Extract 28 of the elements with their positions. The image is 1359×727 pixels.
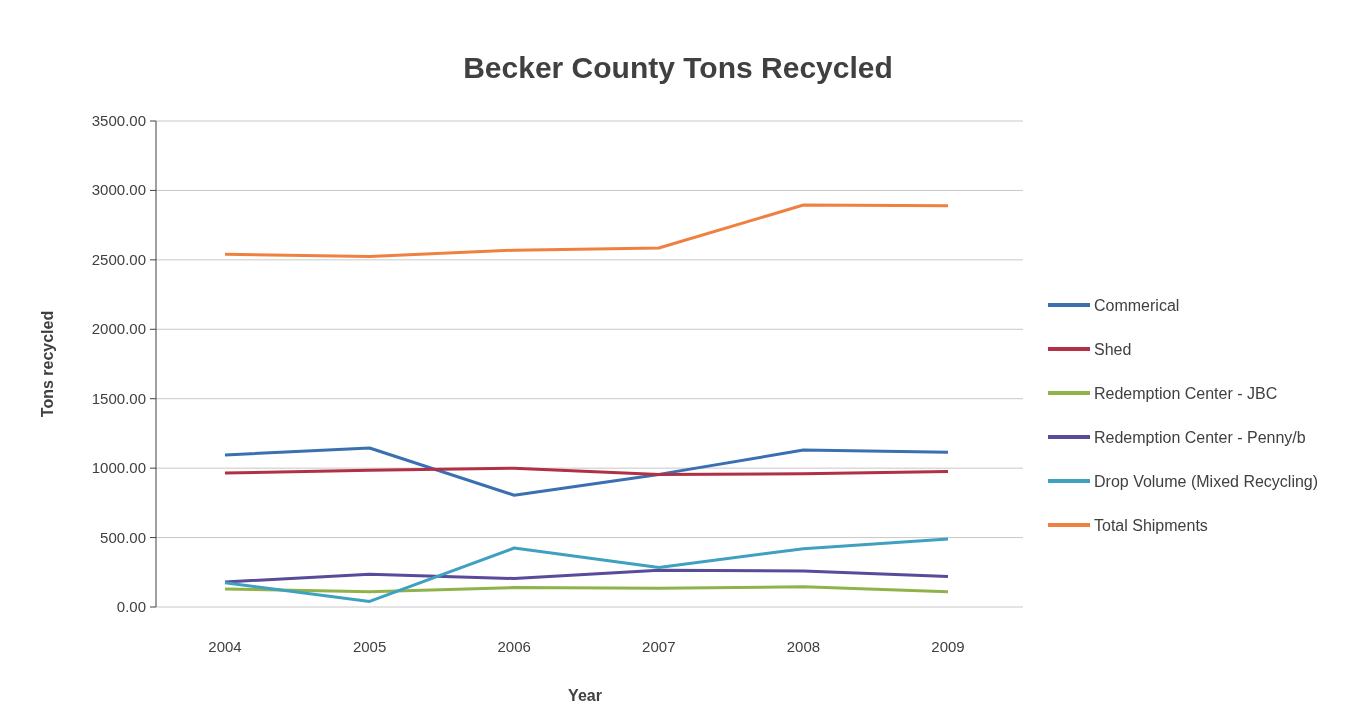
y-tick-label: 0.00: [116, 598, 146, 615]
y-tick-label: 2500.00: [91, 250, 146, 268]
legend-label: Redemption Center - Penny/b: [1094, 429, 1306, 446]
legend-label: Redemption Center - JBC: [1094, 385, 1278, 402]
x-axis-title: Year: [568, 687, 602, 704]
legend-label: Total Shipments: [1094, 517, 1208, 534]
x-tick-label: 2009: [931, 638, 965, 655]
y-tick-label: 1500.00: [91, 389, 146, 407]
y-tick-label: 3000.00: [91, 181, 146, 199]
x-tick-label: 2006: [497, 638, 531, 655]
line-series: [223, 466, 950, 476]
line-series: [223, 568, 950, 584]
x-tick-label: 2004: [208, 638, 242, 655]
line-series: [223, 537, 950, 603]
chart-title: Becker County Tons Recycled: [463, 51, 893, 84]
x-tick-label: 2008: [786, 638, 821, 655]
y-tick-label: 2000.00: [91, 320, 146, 338]
legend-label: Shed: [1094, 341, 1132, 358]
y-tick-label: 500.00: [100, 528, 146, 546]
y-tick-label: 3500.00: [91, 112, 146, 129]
y-tick-label: 1000.00: [91, 459, 146, 477]
line-series: [223, 203, 950, 258]
legend-label: Commerical: [1094, 297, 1180, 314]
line-series: [223, 446, 950, 497]
x-tick-label: 2007: [642, 638, 676, 655]
y-axis-title: Tons recycled: [39, 310, 56, 418]
legend-label: Drop Volume (Mixed Recycling): [1094, 473, 1319, 490]
x-tick-label: 2005: [352, 638, 387, 655]
